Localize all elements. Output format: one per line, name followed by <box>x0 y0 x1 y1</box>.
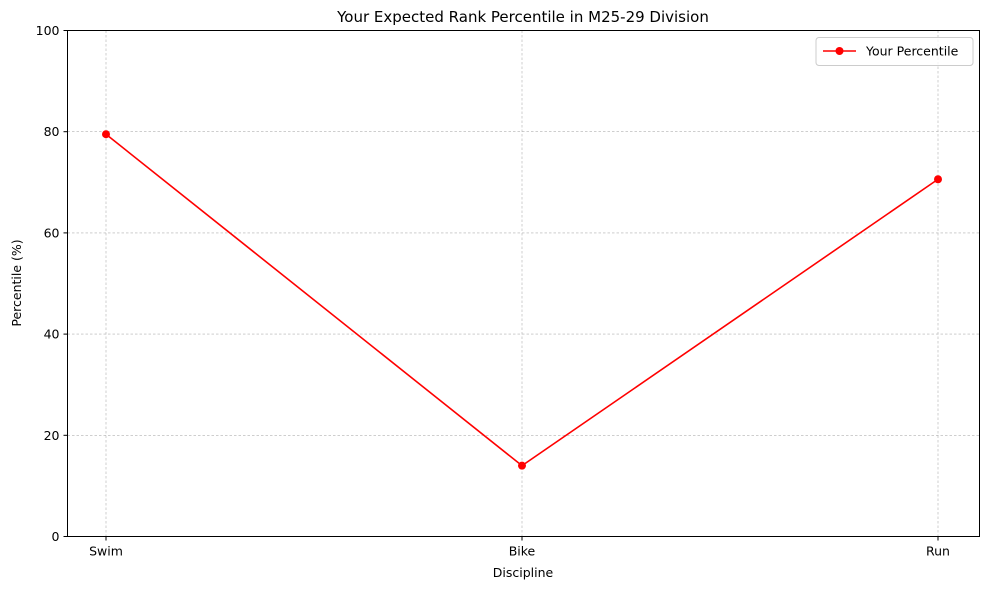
ticks: Swim Bike Run 0 20 40 60 80 100 <box>36 23 950 559</box>
chart-title: Your Expected Rank Percentile in M25-29 … <box>336 8 709 26</box>
y-tick-label: 0 <box>52 529 60 544</box>
legend-label: Your Percentile <box>865 44 959 59</box>
x-tick-label: Bike <box>509 544 536 559</box>
plot-frame <box>67 30 980 537</box>
data-point <box>934 175 942 184</box>
x-axis-label: Discipline <box>493 565 554 580</box>
y-axis-label: Percentile (%) <box>9 239 24 326</box>
y-tick-label: 40 <box>44 327 60 342</box>
y-tick-label: 80 <box>44 124 60 139</box>
legend-marker <box>835 47 844 55</box>
data-point <box>518 461 526 470</box>
legend: Your Percentile <box>815 37 974 66</box>
grid <box>67 30 980 537</box>
y-tick-label: 20 <box>44 428 60 443</box>
data-point <box>102 130 110 139</box>
y-tick-label: 100 <box>36 23 60 38</box>
x-tick-label: Run <box>926 544 950 559</box>
x-tick-label: Swim <box>89 544 123 559</box>
legend-box <box>815 37 974 66</box>
y-tick-label: 60 <box>44 225 60 240</box>
series-layer <box>102 130 942 470</box>
